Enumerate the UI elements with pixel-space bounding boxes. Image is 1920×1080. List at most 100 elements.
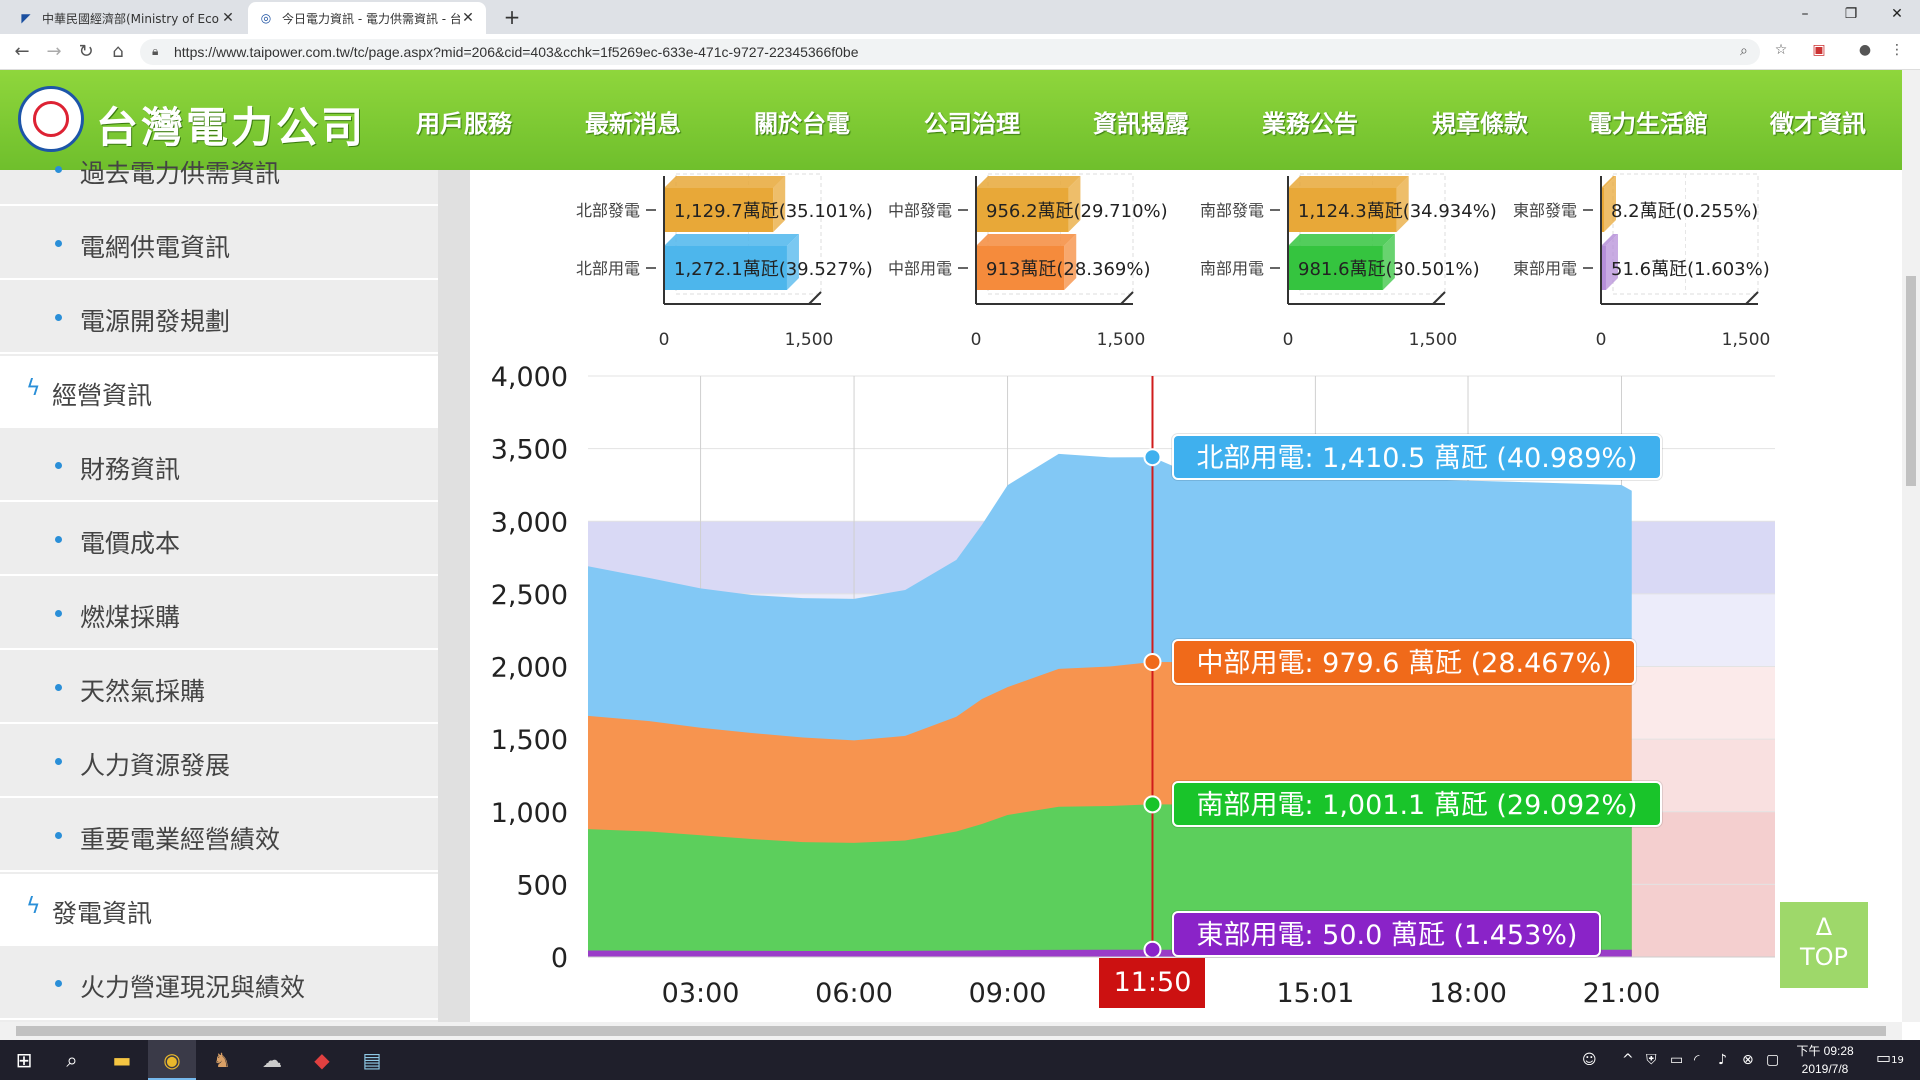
address-bar[interactable]: 🔒︎ https://www.taipower.com.tw/tc/page.a… (140, 39, 1760, 65)
y-tick-label: 500 (516, 870, 568, 901)
chrome-icon[interactable]: ◉ (148, 1040, 196, 1080)
sidebar-item-grid-supply[interactable]: 電網供電資訊 (0, 208, 438, 280)
bar (976, 246, 1065, 290)
bullet-icon (55, 462, 62, 469)
security-icon[interactable]: ⛨ (1646, 1052, 1657, 1068)
nav-item-active[interactable]: 資訊揭露 (1093, 110, 1189, 138)
sidebar-section-generation-info[interactable]: ϟ 發電資訊 (0, 874, 438, 946)
nav-item[interactable]: 業務公告 (1262, 110, 1358, 138)
sidebar-item-gas-procurement[interactable]: 天然氣採購 (0, 652, 438, 724)
sidebar-item-thermal-ops[interactable]: 火力營運現況與績效 (0, 948, 438, 1020)
people-icon[interactable]: ☺ (1582, 1052, 1597, 1068)
bar (664, 246, 787, 290)
bar-category-label: 中部用電 (888, 259, 952, 278)
close-icon[interactable]: ✕ (462, 10, 474, 26)
series-tooltip: 南部用電: 1,001.1 萬瓩 (29.092%) (1172, 781, 1662, 828)
wifi-icon[interactable]: ◜ (1694, 1052, 1700, 1068)
input-method-icon[interactable]: ▢ (1766, 1052, 1780, 1068)
power-charts: 北部發電 1,129.7萬瓩(35.101%) 北部用電 1,272.1萬瓩(39.5… (491, 173, 1775, 1009)
sidebar-section-business-info[interactable]: ϟ 經營資訊 (0, 356, 438, 428)
y-tick-label: 4,000 (491, 362, 568, 393)
lightning-bolt-icon: ϟ (26, 376, 41, 401)
nav-item[interactable]: 關於台電 (754, 110, 850, 138)
file-explorer-icon[interactable]: ▬ (112, 1048, 132, 1072)
bar-x-tick-label: 0 (1596, 330, 1607, 350)
volume-icon[interactable]: ♪ (1718, 1052, 1727, 1068)
nav-item[interactable]: 最新消息 (585, 110, 681, 138)
sidebar-section-label: 發電資訊 (52, 899, 153, 928)
chevron-up-icon[interactable]: ^ (1622, 1052, 1634, 1068)
new-tab-button[interactable]: + (503, 5, 521, 29)
bar-data-label: 51.6萬瓩(1.603%) (1611, 259, 1770, 280)
profile-avatar-icon[interactable]: ● (1858, 42, 1872, 58)
bar (1601, 188, 1604, 232)
sidebar-item-past-supply[interactable]: 過去電力供需資訊 (0, 134, 438, 206)
back-arrow-icon[interactable]: ← (14, 41, 30, 62)
home-icon[interactable]: ⌂ (112, 41, 124, 62)
scrollbar-thumb[interactable] (1906, 276, 1916, 486)
search-icon[interactable]: ⌕ (66, 1048, 78, 1072)
app-icon[interactable]: ☁ (262, 1048, 282, 1072)
sidebar-item-label: 電源開發規劃 (80, 307, 231, 336)
bar-side-face (1605, 234, 1618, 290)
sidebar-item-tariff-cost[interactable]: 電價成本 (0, 504, 438, 576)
nav-item[interactable]: 規章條款 (1432, 110, 1528, 138)
browser-tab-moea[interactable]: ◤ 中華民國經濟部(Ministry of Econ ✕ (8, 2, 246, 34)
vertical-scrollbar[interactable] (1902, 70, 1920, 1022)
bar-side-face (1604, 176, 1616, 232)
bullet-icon (55, 832, 62, 839)
sidebar-gutter (438, 170, 470, 1022)
bar-side-face (1064, 234, 1077, 290)
notification-icon[interactable]: ▭19 (1876, 1048, 1904, 1067)
sidebar-item-power-development[interactable]: 電源開發規劃 (0, 282, 438, 354)
bar-category-label: 東部發電 (1513, 201, 1577, 220)
bar-data-label: 1,129.7萬瓩(35.101%) (674, 201, 873, 222)
cursor-marker (1143, 448, 1162, 467)
nav-item[interactable]: 公司治理 (924, 110, 1020, 138)
nav-item[interactable]: 徵才資訊 (1770, 110, 1866, 138)
taipower-logo-icon[interactable] (18, 86, 84, 152)
sidebar-item-finance[interactable]: 財務資訊 (0, 430, 438, 502)
bar-data-label: 981.6萬瓩(30.501%) (1298, 259, 1480, 280)
scrollbar-thumb[interactable] (16, 1026, 1886, 1036)
bar-top-face (664, 176, 786, 188)
sidebar-item-performance[interactable]: 重要電業經營績效 (0, 800, 438, 872)
notepad-icon[interactable]: ▤ (362, 1048, 382, 1072)
nav-item[interactable]: 用戶服務 (416, 110, 512, 138)
horizontal-scrollbar[interactable] (0, 1022, 1902, 1040)
extension-icon[interactable]: ▣ (1812, 42, 1826, 58)
sidebar-item-label: 人力資源發展 (80, 751, 231, 780)
app-icon[interactable]: ◆ (314, 1048, 330, 1072)
close-window-button[interactable]: ✕ (1891, 6, 1903, 22)
bar-data-label: 1,272.1萬瓩(39.527%) (674, 259, 873, 280)
bullet-icon (55, 980, 62, 987)
close-icon[interactable]: ✕ (222, 10, 234, 26)
bookmark-star-icon[interactable]: ☆ (1774, 42, 1788, 58)
bar-x-tick-label: 0 (1283, 330, 1294, 350)
forward-arrow-icon[interactable]: → (46, 41, 62, 62)
sidebar-item-coal-procurement[interactable]: 燃煤採購 (0, 578, 438, 650)
windows-start-icon[interactable]: ⊞ (15, 1048, 33, 1072)
site-logo-text[interactable]: 台灣電力公司 (96, 103, 367, 152)
bar-category-label: 南部用電 (1200, 259, 1264, 278)
url-text: https://www.taipower.com.tw/tc/page.aspx… (174, 44, 859, 60)
sidebar-item-hr[interactable]: 人力資源發展 (0, 726, 438, 798)
bar-category-label: 中部發電 (888, 201, 952, 220)
x-tick-label: 18:00 (1429, 978, 1507, 1009)
y-tick-label: 2,000 (491, 653, 568, 684)
cursor-marker (1143, 795, 1162, 814)
maximize-button[interactable]: ❐ (1844, 6, 1858, 22)
reload-icon[interactable]: ↻ (78, 41, 94, 62)
mute-icon[interactable]: ⊗ (1742, 1052, 1754, 1068)
bar-side-face (1382, 234, 1395, 290)
app-icon[interactable]: ♞ (213, 1048, 231, 1072)
nav-item[interactable]: 電力生活館 (1588, 110, 1708, 138)
back-to-top-button[interactable]: Δ TOP (1780, 902, 1868, 988)
sidebar-item-label: 火力營運現況與績效 (80, 973, 306, 1002)
menu-kebab-icon[interactable]: ⋮ (1890, 42, 1904, 58)
taskbar-clock[interactable]: 下午 09:28 2019/7/8 (1790, 1042, 1860, 1078)
minimize-button[interactable]: – (1801, 6, 1809, 22)
battery-icon[interactable]: ▭ (1670, 1052, 1684, 1068)
browser-tab-taipower[interactable]: ◎ 今日電力資訊 - 電力供需資訊 - 台 ✕ (248, 2, 486, 34)
zoom-icon[interactable]: ⌕ (1740, 43, 1748, 59)
